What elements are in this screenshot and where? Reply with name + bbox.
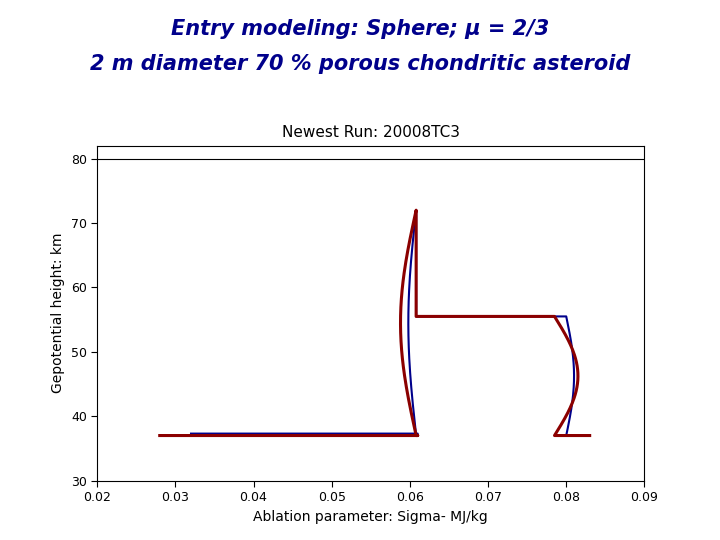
Title: Newest Run: 20008TC3: Newest Run: 20008TC3 [282,125,460,140]
Text: Entry modeling: Sphere; μ = 2/3: Entry modeling: Sphere; μ = 2/3 [171,19,549,39]
X-axis label: Ablation parameter: Sigma- MJ/kg: Ablation parameter: Sigma- MJ/kg [253,510,488,524]
Text: 2 m diameter 70 % porous chondritic asteroid: 2 m diameter 70 % porous chondritic aste… [90,54,630,74]
Y-axis label: Gepotential height: km: Gepotential height: km [51,233,66,394]
